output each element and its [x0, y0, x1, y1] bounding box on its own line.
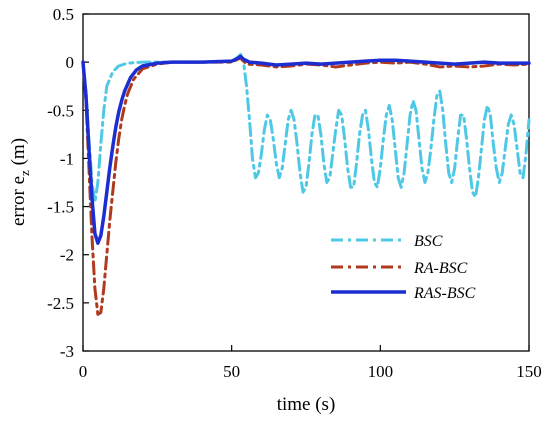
- legend: BSC RA-BSC RAS-BSC: [331, 233, 476, 302]
- x-tick-label: 0: [79, 362, 88, 381]
- y-tick-label: -2: [60, 246, 74, 265]
- x-tick-label: 50: [223, 362, 240, 381]
- series-line-bsc: [81, 52, 531, 204]
- y-tick-label: -1.5: [47, 198, 74, 217]
- x-axis-title: time (s): [277, 394, 336, 415]
- y-tick-label: 0: [66, 53, 75, 72]
- x-tick-label: 150: [516, 362, 542, 381]
- legend-label-ra-bsc: RA-BSC: [413, 260, 468, 277]
- ticks-layer: 0 50 100 150 0.5 0 -0.5 -1 -1.5 -2 -2.5 -3: [47, 5, 542, 381]
- series-line-ras-bsc: [81, 54, 531, 245]
- y-tick-label: -1: [60, 149, 74, 168]
- y-axis-title-unit: (m): [8, 138, 29, 170]
- legend-label-ras-bsc: RAS-BSC: [413, 285, 476, 302]
- y-tick-label: -3: [60, 342, 74, 361]
- y-tick-label: -0.5: [47, 101, 74, 120]
- series-layer: [81, 52, 531, 316]
- y-axis-title: error ez (m): [8, 138, 32, 226]
- x-tick-label: 100: [368, 362, 394, 381]
- y-axis-title-main: error e: [8, 176, 29, 226]
- legend-label-bsc: BSC: [414, 233, 443, 250]
- plot-frame: [82, 13, 530, 352]
- y-tick-label: 0.5: [53, 5, 74, 24]
- y-tick-label: -2.5: [47, 294, 74, 313]
- y-axis-title-subscript: z: [17, 170, 32, 176]
